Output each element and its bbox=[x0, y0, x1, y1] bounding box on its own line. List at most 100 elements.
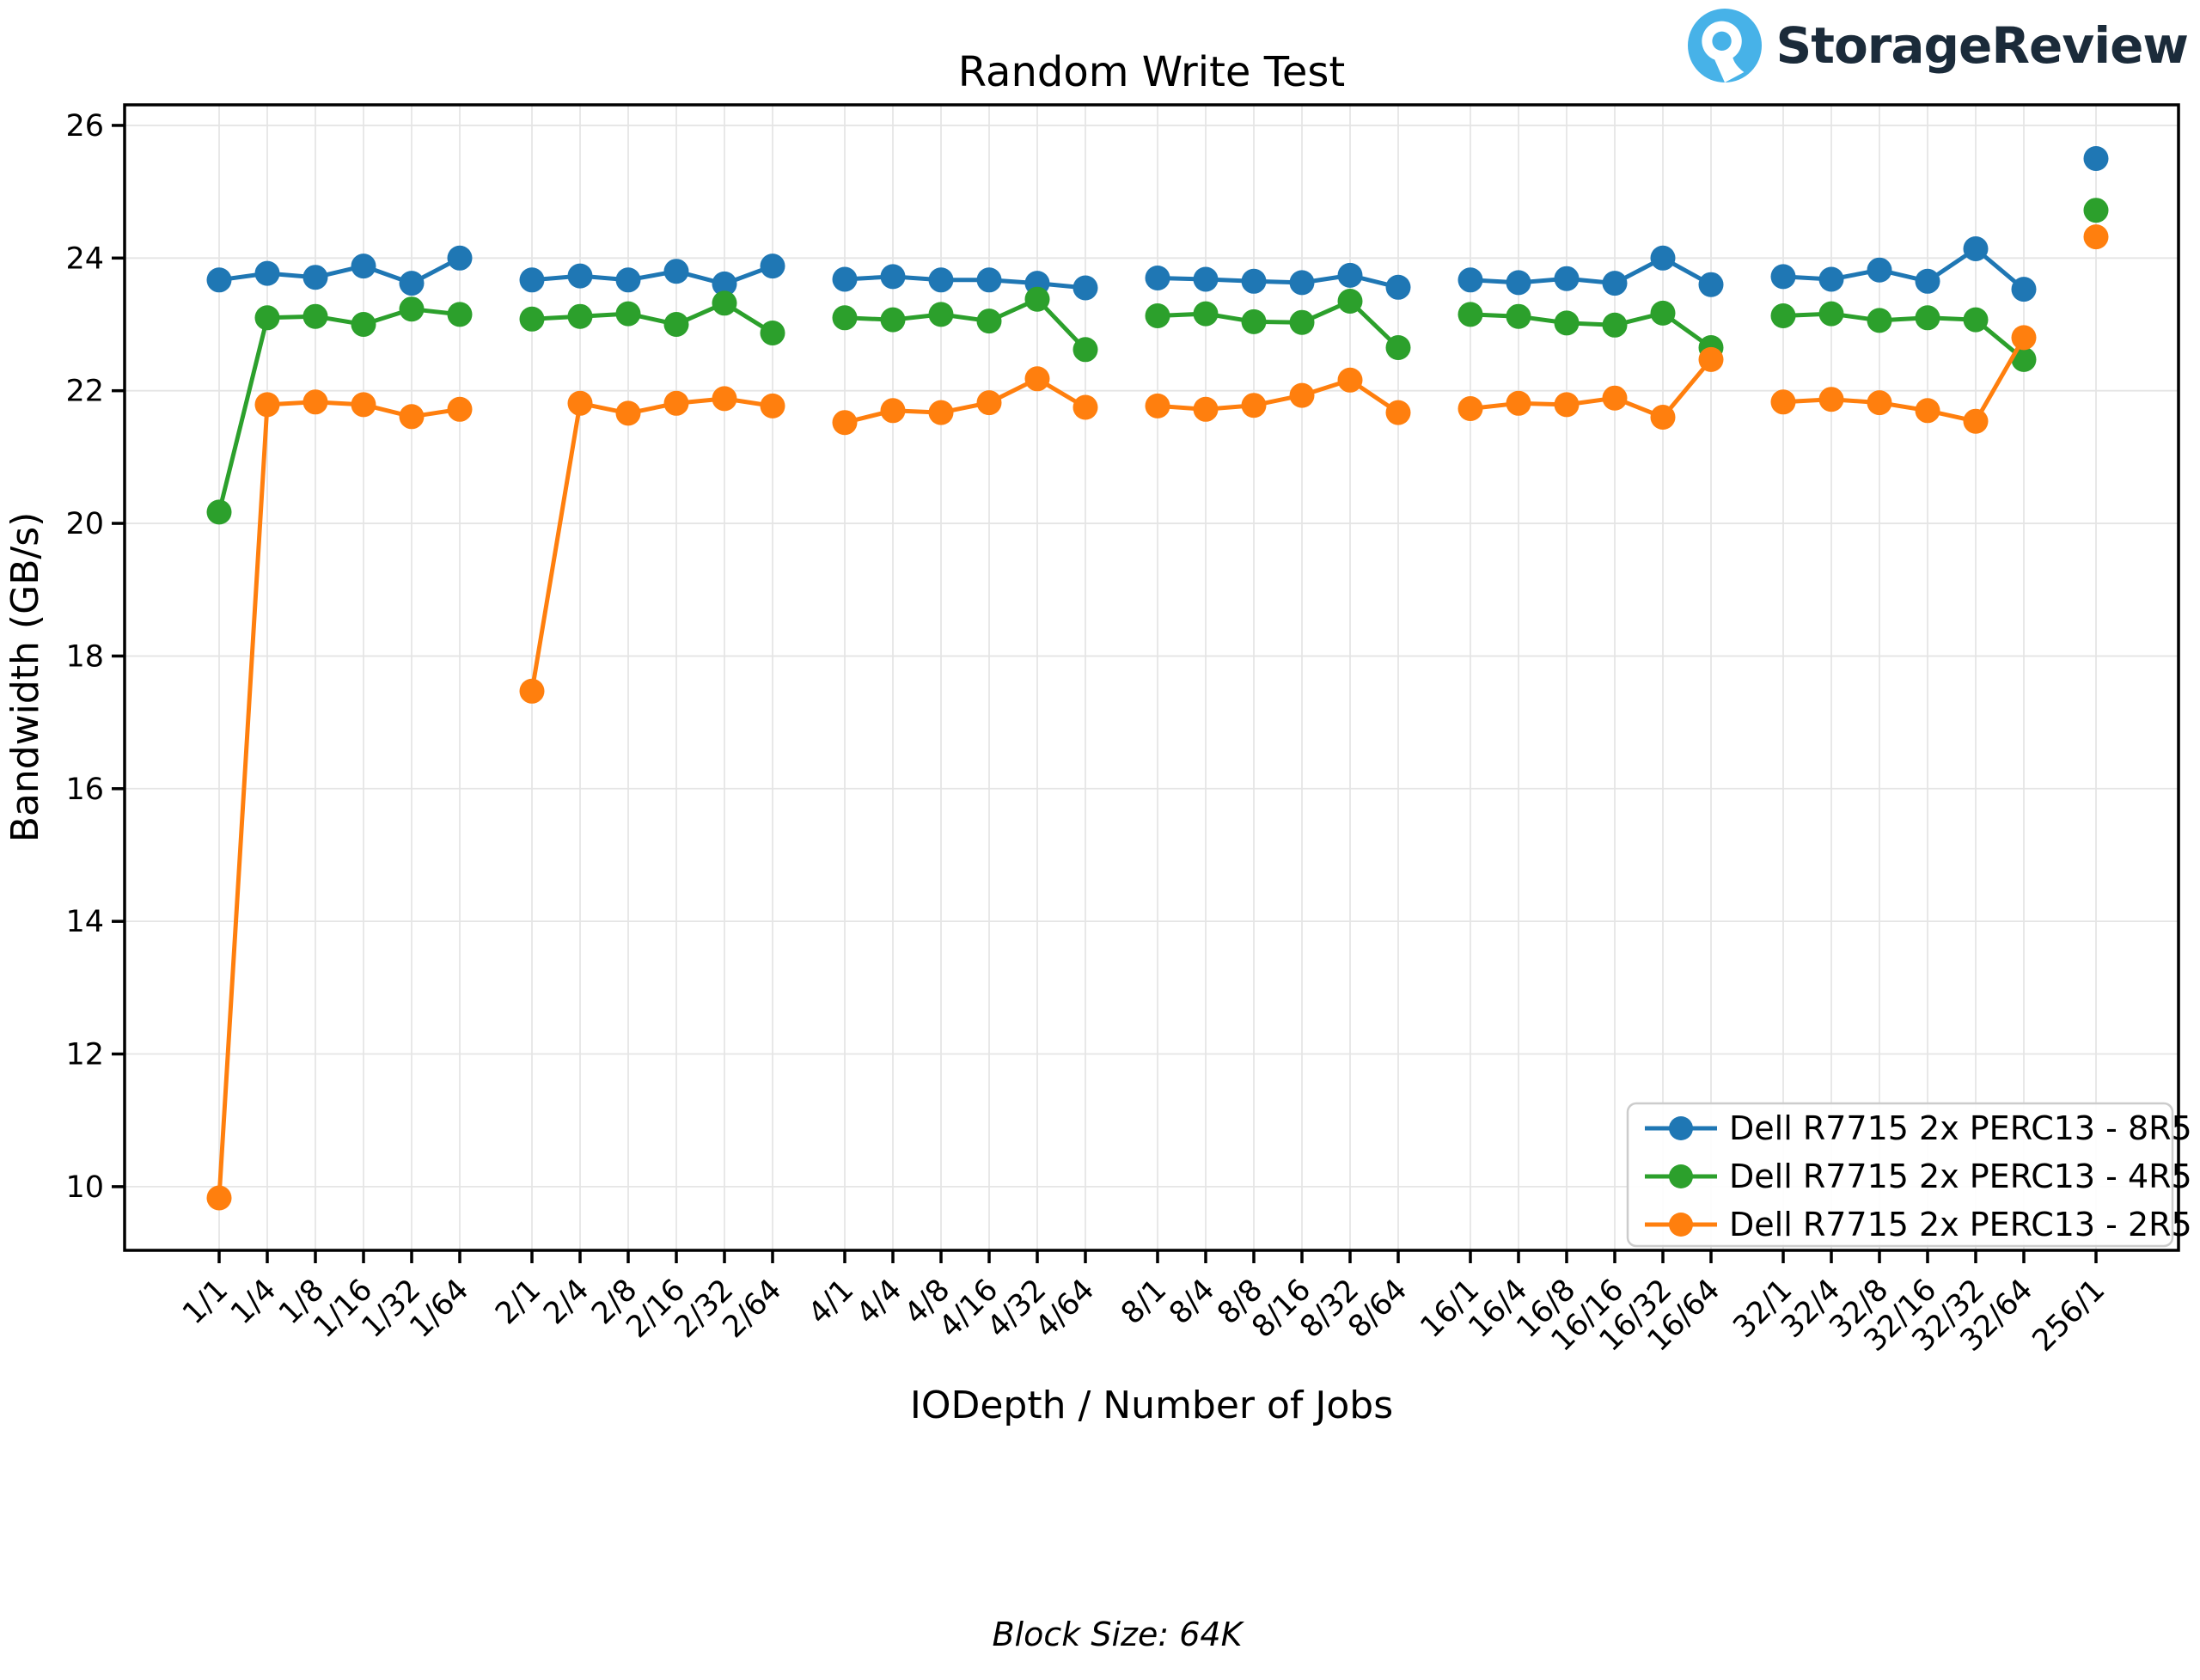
x-tick-label: 4/64 bbox=[1029, 1273, 1101, 1345]
data-point bbox=[567, 390, 593, 416]
data-point bbox=[760, 393, 785, 418]
data-point bbox=[1867, 390, 1892, 416]
chart-title: Random Write Test bbox=[958, 48, 1346, 96]
data-point bbox=[206, 1185, 232, 1211]
x-tick-label: 8/64 bbox=[1341, 1273, 1414, 1345]
data-point bbox=[760, 254, 785, 279]
data-point bbox=[928, 400, 954, 425]
data-point bbox=[1650, 245, 1676, 271]
data-point bbox=[351, 392, 376, 418]
data-point bbox=[880, 307, 906, 333]
data-point bbox=[1867, 257, 1892, 283]
data-point bbox=[1915, 398, 1940, 424]
data-point bbox=[1650, 300, 1676, 326]
storagereview-icon bbox=[1688, 9, 1763, 82]
series-layer bbox=[206, 146, 2109, 1211]
data-point bbox=[1337, 262, 1363, 288]
data-point bbox=[1385, 274, 1411, 300]
data-point bbox=[519, 678, 545, 704]
data-point bbox=[880, 398, 906, 424]
series-3 bbox=[206, 224, 2109, 1211]
data-point bbox=[2083, 198, 2109, 223]
data-point bbox=[1024, 366, 1050, 392]
storagereview-logo: StorageReview bbox=[1688, 9, 2189, 82]
data-point bbox=[351, 254, 376, 279]
data-point bbox=[351, 312, 376, 337]
data-point bbox=[1602, 271, 1628, 296]
legend-item-2r5: Dell R7715 2x PERC13 - 2R5 bbox=[1645, 1206, 2192, 1243]
data-point bbox=[519, 306, 545, 332]
data-point bbox=[663, 312, 689, 337]
footer-note: Block Size: 64K bbox=[992, 1616, 1244, 1653]
data-point bbox=[1145, 266, 1170, 290]
data-point bbox=[1289, 309, 1315, 335]
data-point bbox=[567, 263, 593, 289]
data-point bbox=[663, 259, 689, 284]
legend-marker-4r5 bbox=[1669, 1164, 1693, 1188]
gridlines bbox=[125, 105, 2179, 1250]
y-tick-label: 24 bbox=[65, 241, 104, 276]
data-point bbox=[399, 404, 425, 430]
data-point bbox=[1554, 310, 1580, 336]
legend-label-4r5: Dell R7715 2x PERC13 - 4R5 bbox=[1729, 1158, 2192, 1195]
data-point bbox=[1650, 405, 1676, 430]
data-point bbox=[1770, 303, 1796, 328]
data-point bbox=[1554, 266, 1580, 291]
x-tick-label: 2/1 bbox=[489, 1273, 547, 1331]
data-point bbox=[399, 296, 425, 322]
data-point bbox=[254, 392, 280, 418]
y-tick-label: 10 bbox=[65, 1170, 104, 1205]
data-point bbox=[615, 267, 641, 293]
data-point bbox=[1506, 303, 1531, 329]
data-point bbox=[1770, 264, 1796, 290]
plot-border bbox=[123, 103, 2180, 1252]
data-point bbox=[1145, 393, 1170, 418]
data-point bbox=[1770, 389, 1796, 415]
y-axis-label: Bandwidth (GB/s) bbox=[3, 512, 47, 843]
y-tick-label: 20 bbox=[65, 507, 104, 541]
data-point bbox=[1072, 275, 1098, 301]
data-point bbox=[880, 264, 906, 290]
data-point bbox=[2083, 224, 2109, 250]
data-point bbox=[2011, 346, 2037, 372]
data-point bbox=[567, 303, 593, 329]
data-point bbox=[832, 266, 858, 292]
y-tick-label: 12 bbox=[65, 1038, 104, 1072]
storagereview-wordmark: StorageReview bbox=[1775, 16, 2189, 75]
legend-item-8r5: Dell R7715 2x PERC13 - 8R5 bbox=[1645, 1109, 2192, 1147]
data-point bbox=[1193, 396, 1219, 422]
data-point bbox=[1337, 367, 1363, 393]
data-point bbox=[254, 305, 280, 331]
x-tick-label: 8/4 bbox=[1163, 1273, 1221, 1331]
legend-label-8r5: Dell R7715 2x PERC13 - 8R5 bbox=[1729, 1109, 2192, 1147]
data-point bbox=[1024, 286, 1050, 312]
legend-box bbox=[1626, 1102, 2174, 1248]
data-point bbox=[1818, 266, 1844, 292]
x-tick-label: 8/1 bbox=[1115, 1273, 1173, 1331]
x-tick-label: 2/64 bbox=[716, 1273, 788, 1345]
series-2 bbox=[206, 198, 2109, 525]
data-point bbox=[1963, 408, 1989, 434]
data-point bbox=[1867, 308, 1892, 333]
data-point bbox=[1915, 305, 1940, 331]
data-point bbox=[1602, 385, 1628, 411]
data-point bbox=[206, 499, 232, 525]
data-point bbox=[615, 301, 641, 327]
data-point bbox=[206, 267, 232, 293]
data-point bbox=[1072, 337, 1098, 363]
data-point bbox=[1385, 335, 1411, 360]
data-point bbox=[254, 260, 280, 286]
x-tick-label: 1/1 bbox=[176, 1273, 235, 1331]
series-1 bbox=[206, 146, 2109, 302]
y-tick-label: 22 bbox=[65, 375, 104, 409]
data-point bbox=[1963, 236, 1989, 261]
data-point bbox=[1602, 312, 1628, 338]
data-point bbox=[2011, 325, 2037, 351]
y-tick-label: 18 bbox=[65, 639, 104, 674]
data-point bbox=[1818, 301, 1844, 327]
data-point bbox=[1818, 387, 1844, 412]
data-point bbox=[2011, 277, 2037, 302]
axis-ticks bbox=[112, 124, 2098, 1263]
